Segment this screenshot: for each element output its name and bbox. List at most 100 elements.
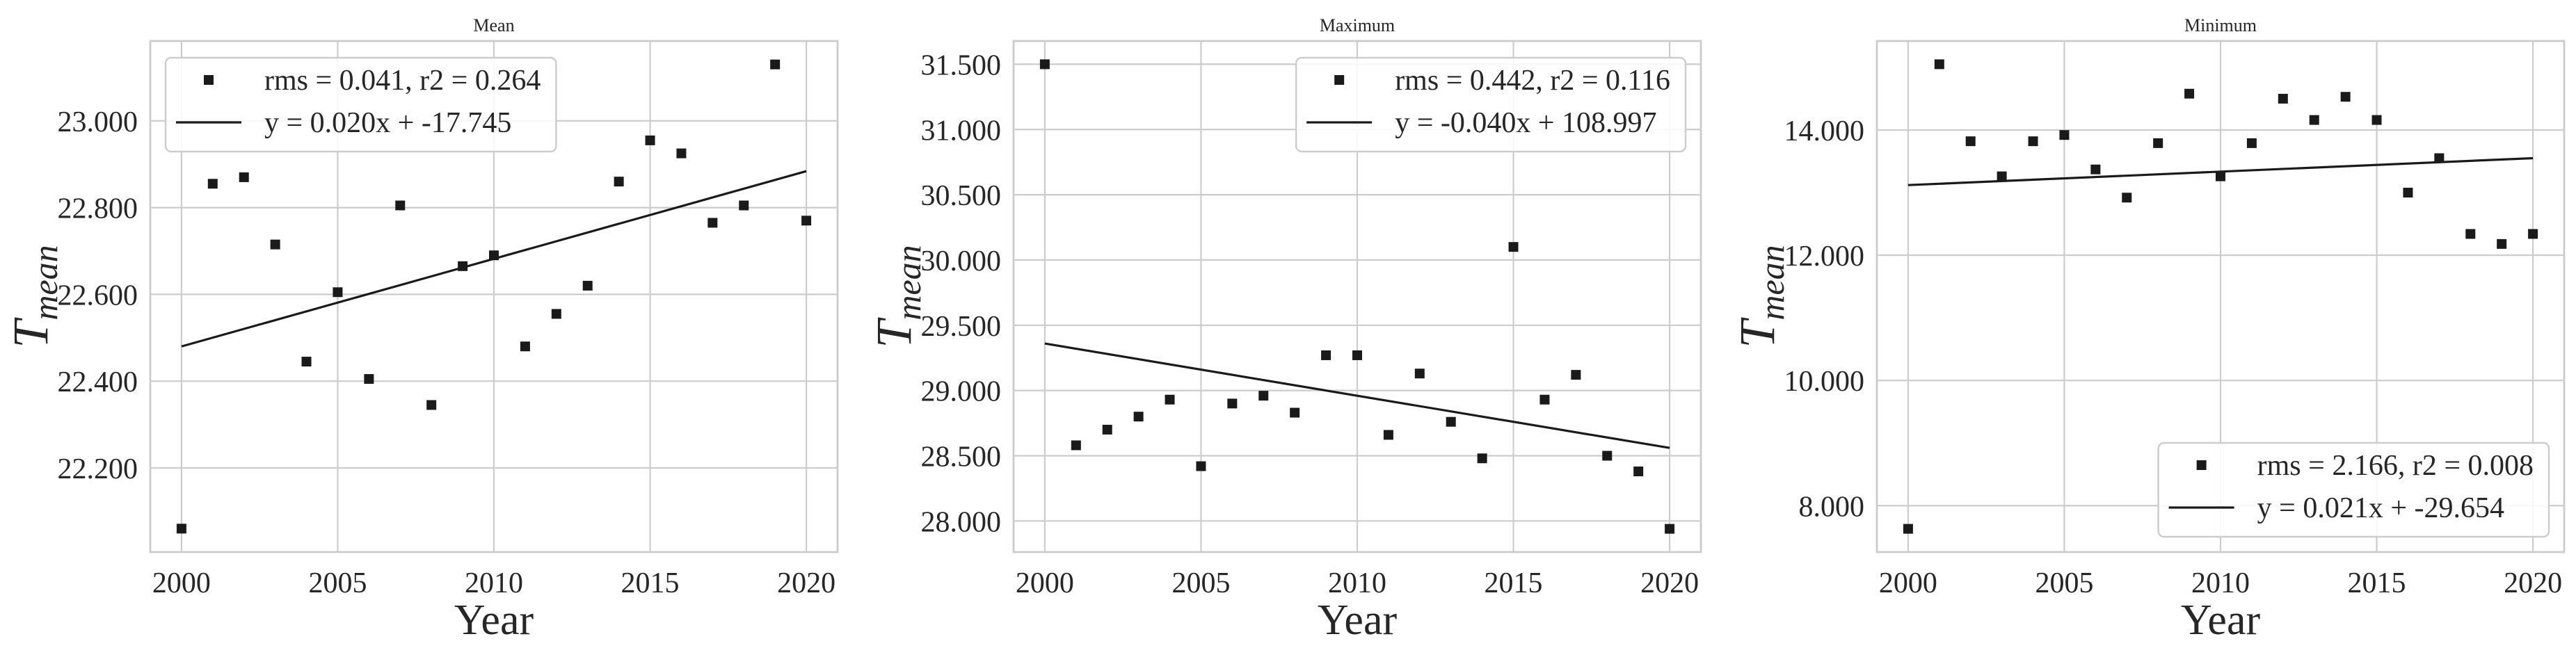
y-tick-label: 28.500	[921, 441, 1002, 473]
y-tick-label: 22.800	[58, 193, 138, 225]
y-tick-label: 22.200	[58, 453, 138, 485]
data-point	[2153, 138, 2163, 148]
data-point	[207, 179, 218, 189]
legend-marker-icon	[1334, 75, 1345, 85]
data-point	[739, 200, 749, 211]
data-point	[2246, 138, 2257, 148]
x-tick-label: 2000	[1016, 567, 1074, 599]
y-axis-label: Tmean	[866, 245, 928, 348]
data-point	[426, 400, 437, 410]
y-tick-label: 14.000	[1784, 115, 1865, 147]
legend: rms = 2.166, r2 = 0.008 y = 0.021x + -29.…	[2157, 442, 2550, 538]
legend: rms = 0.442, r2 = 0.116 y = -0.040x + 108…	[1295, 56, 1687, 153]
y-tick-label: 31.500	[921, 49, 1002, 81]
legend-frame	[1295, 56, 1687, 153]
x-tick-label: 2000	[152, 567, 211, 599]
data-point	[239, 172, 249, 182]
x-axis-label: Year	[454, 597, 534, 644]
y-axis-label-main: T	[866, 317, 922, 348]
data-point	[1196, 461, 1206, 471]
data-point	[1965, 136, 1976, 147]
data-point	[645, 135, 655, 145]
y-axis-label: Tmean	[3, 245, 65, 348]
data-point	[1165, 394, 1175, 405]
y-axis-label: Tmean	[1729, 245, 1791, 348]
y-tick-label: 22.400	[58, 366, 138, 398]
data-point	[1133, 412, 1144, 422]
data-point	[1383, 430, 1393, 440]
data-point	[176, 524, 186, 534]
data-point	[2216, 171, 2225, 181]
data-point	[520, 341, 530, 352]
data-point	[2090, 164, 2101, 175]
data-point	[551, 309, 561, 319]
data-point	[2028, 136, 2038, 147]
data-point	[2403, 188, 2413, 198]
panel-maximum: 2000 2005 2010 2015 2020 28.000 28.500 29.000 29…	[866, 15, 1702, 644]
x-tick-label: 2005	[2035, 567, 2093, 599]
x-tick-label: 2010	[465, 567, 523, 599]
x-tick-label: 2010	[1328, 567, 1386, 599]
data-point	[1934, 59, 1944, 70]
y-tick-label: 12.000	[1784, 241, 1865, 273]
data-point	[801, 216, 812, 226]
legend-frame	[164, 56, 557, 153]
chart-title: Mean	[473, 15, 514, 35]
data-point	[1290, 407, 1300, 418]
y-axis-label-main: T	[3, 317, 58, 348]
data-point	[1258, 391, 1269, 401]
y-axis-label-subscript: mean	[1752, 245, 1791, 320]
y-tick-label: 8.000	[1799, 491, 1865, 523]
data-point	[1102, 424, 1112, 435]
x-tick-label: 2020	[2504, 567, 2562, 599]
data-point	[2309, 115, 2319, 125]
data-point	[2278, 93, 2288, 104]
legend: rms = 0.041, r2 = 0.264 y = 0.020x + -17.…	[164, 56, 557, 153]
data-point	[2184, 88, 2195, 99]
y-tick-label: 22.600	[58, 280, 138, 311]
data-point	[1477, 453, 1487, 464]
data-point	[582, 280, 593, 291]
legend-frame	[2157, 442, 2550, 538]
axes-frame	[149, 40, 839, 553]
x-tick-label: 2015	[621, 567, 680, 599]
data-point	[395, 200, 406, 211]
x-axis-label: Year	[2181, 597, 2261, 644]
y-tick-label: 30.500	[921, 180, 1002, 212]
legend-label: y = 0.020x + -17.745	[264, 107, 511, 139]
x-tick-label: 2020	[1640, 567, 1699, 599]
legend-label: rms = 0.041, r2 = 0.264	[264, 65, 541, 97]
panel-mean: 2000 2005 2010 2015 2020 22.200 22.400 22.600 22…	[3, 15, 839, 644]
data-point	[2059, 130, 2070, 140]
chart-title: Maximum	[1320, 15, 1395, 35]
data-point	[1508, 242, 1519, 252]
x-tick-label: 2005	[1171, 567, 1230, 599]
data-point	[270, 239, 280, 250]
data-point	[333, 287, 343, 298]
data-point	[301, 357, 312, 367]
data-point	[1539, 394, 1550, 405]
x-tick-label: 2005	[308, 567, 367, 599]
data-point	[770, 59, 781, 70]
data-point	[1227, 398, 1238, 409]
data-point	[2528, 229, 2538, 239]
data-point	[489, 250, 499, 261]
data-point	[2340, 92, 2351, 102]
data-point	[1997, 171, 2007, 181]
x-tick-label: 2010	[2191, 567, 2250, 599]
y-tick-label: 31.000	[921, 115, 1002, 147]
y-axis-label-subscript: mean	[26, 245, 65, 320]
legend-marker-icon	[2196, 460, 2207, 470]
legend-marker-icon	[204, 75, 214, 85]
legend-label: y = 0.021x + -29.654	[2257, 492, 2504, 524]
panel-minimum: 2000 2005 2010 2015 2020 8.000 10.000 12.000 14.…	[1729, 15, 2566, 644]
data-point	[1039, 59, 1050, 70]
data-point	[1633, 467, 1644, 477]
data-point	[676, 148, 687, 159]
legend-label: rms = 2.166, r2 = 0.008	[2257, 450, 2534, 482]
trend-line	[1044, 342, 1670, 449]
axes-frame	[1875, 40, 2566, 553]
data-point	[1446, 416, 1456, 427]
y-tick-label: 29.500	[921, 311, 1002, 343]
